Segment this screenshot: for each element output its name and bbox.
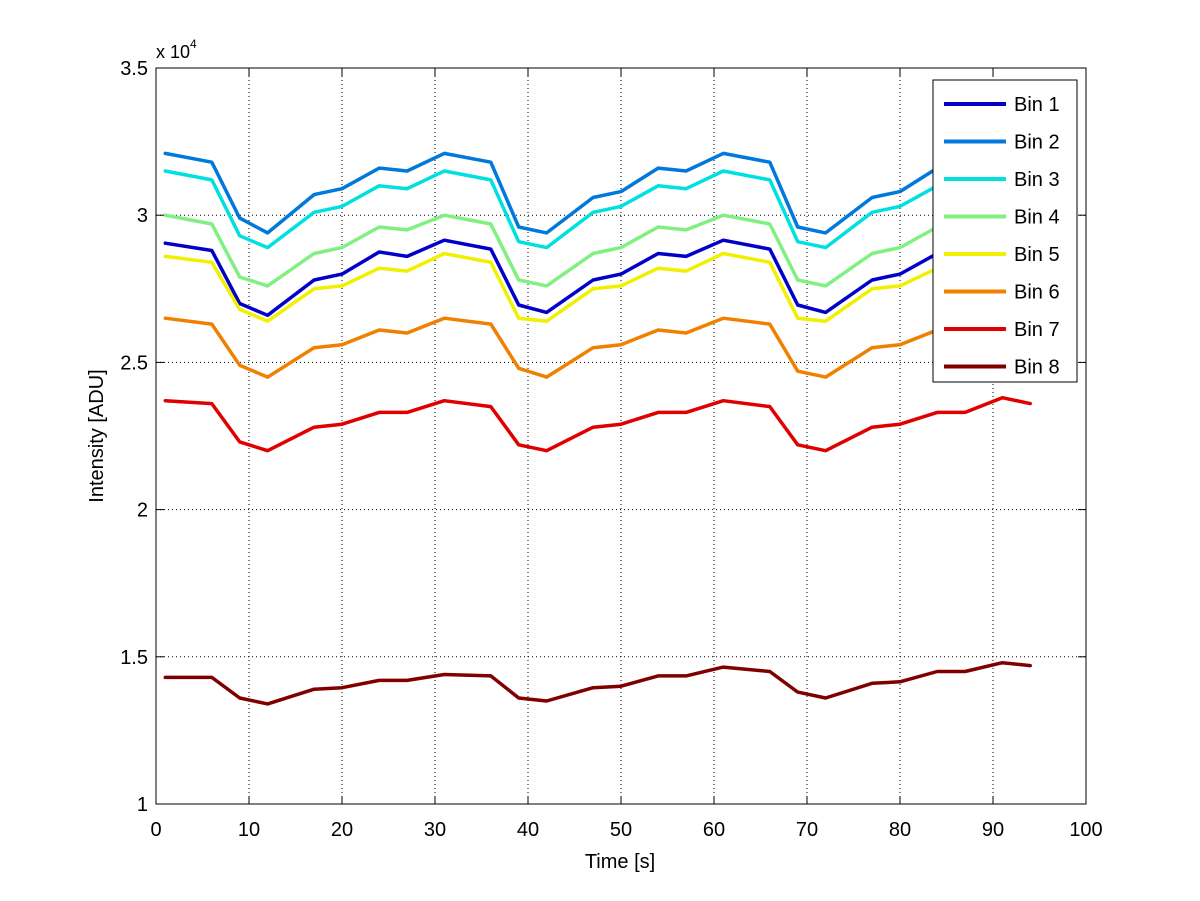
x-axis-label: Time [s] bbox=[585, 851, 655, 873]
x-tick-label: 40 bbox=[517, 819, 539, 841]
y-tick-label: 1 bbox=[137, 794, 148, 816]
grid-lines bbox=[156, 68, 1086, 804]
y-axis-exponent-base: x 10 bbox=[156, 42, 190, 62]
y-tick-label: 3.5 bbox=[120, 58, 148, 80]
x-tick-label: 70 bbox=[796, 819, 818, 841]
legend: Bin 1 Bin 2 Bin 3 Bin 4 Bin 5 Bin 6 Bin 7 Bin 8 bbox=[932, 79, 1078, 383]
x-tick-label: 80 bbox=[889, 819, 911, 841]
series-line-bin-2 bbox=[163, 151, 1032, 235]
series-line-bin-5 bbox=[163, 251, 1032, 323]
y-tick-label: 2.5 bbox=[120, 352, 148, 374]
y-tick-label: 3 bbox=[137, 205, 148, 227]
y-axis-label: Intensity [ADU] bbox=[86, 369, 108, 502]
legend-label-bin-7: Bin 7 bbox=[1014, 319, 1060, 341]
legend-entries: Bin 1 Bin 2 Bin 3 Bin 4 Bin 5 Bin 6 Bin 7 Bin 8 bbox=[944, 94, 1060, 379]
x-tick-label: 0 bbox=[150, 819, 161, 841]
y-axis-exponent: x 104 bbox=[156, 37, 197, 62]
legend-label-bin-8: Bin 8 bbox=[1014, 357, 1060, 379]
x-tick-label: 50 bbox=[610, 819, 632, 841]
axis-ticks: 0 10 20 30 40 50 60 70 80 90 100 1 1.5 2 2.5 3 3.5 bbox=[120, 58, 1103, 841]
y-tick-label: 1.5 bbox=[120, 647, 148, 669]
legend-label-bin-4: Bin 4 bbox=[1014, 207, 1060, 229]
x-tick-label: 60 bbox=[703, 819, 725, 841]
series-line-bin-1 bbox=[163, 234, 1032, 318]
y-tick-label: 2 bbox=[137, 500, 148, 522]
series-line-bin-3 bbox=[163, 166, 1032, 250]
x-tick-label: 30 bbox=[424, 819, 446, 841]
x-tick-label: 10 bbox=[238, 819, 260, 841]
x-tick-label: 90 bbox=[982, 819, 1004, 841]
legend-label-bin-6: Bin 6 bbox=[1014, 282, 1060, 304]
series-line-bin-6 bbox=[163, 313, 1032, 379]
legend-label-bin-2: Bin 2 bbox=[1014, 132, 1060, 154]
series-lines bbox=[163, 151, 1032, 706]
y-axis-exponent-power: 4 bbox=[190, 37, 197, 51]
legend-label-bin-5: Bin 5 bbox=[1014, 244, 1060, 266]
legend-label-bin-3: Bin 3 bbox=[1014, 169, 1060, 191]
legend-box bbox=[932, 79, 1078, 383]
x-tick-label: 100 bbox=[1069, 819, 1102, 841]
series-line-bin-4 bbox=[163, 210, 1032, 288]
x-tick-label: 20 bbox=[331, 819, 353, 841]
legend-label-bin-1: Bin 1 bbox=[1014, 94, 1060, 116]
series-line-bin-8 bbox=[163, 660, 1032, 706]
series-line-bin-7 bbox=[163, 395, 1032, 453]
